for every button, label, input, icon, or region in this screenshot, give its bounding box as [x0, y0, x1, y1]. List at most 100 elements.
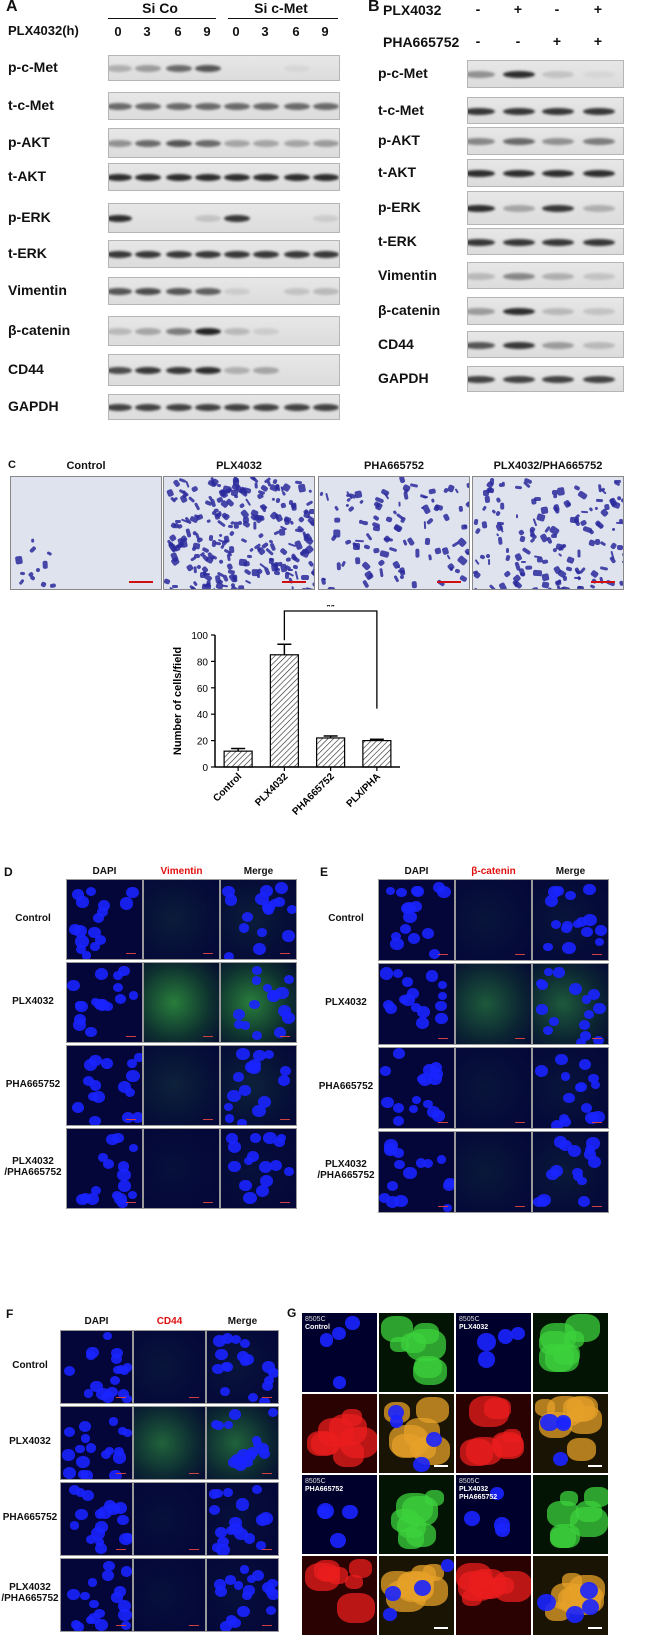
cell-dot — [19, 578, 25, 585]
cell-dot — [347, 506, 355, 513]
cell-dot — [621, 552, 624, 558]
cell-dot — [29, 546, 36, 553]
blot-band — [467, 170, 495, 177]
cell-dot — [588, 507, 593, 512]
nucleus — [70, 1521, 79, 1529]
scale-bar — [437, 581, 461, 583]
time-tick: 0 — [228, 24, 244, 39]
scale-bar — [189, 1625, 199, 1627]
nucleus — [393, 1048, 405, 1059]
blot-band — [542, 376, 574, 383]
treatment-sign: - — [471, 1, 485, 17]
nucleus — [113, 983, 123, 992]
bar-control — [224, 751, 252, 767]
nucleus — [74, 1014, 86, 1025]
blot-b-gapdh — [467, 366, 624, 392]
nucleus — [75, 1445, 85, 1454]
group-si-cmet: Si c-Met — [226, 0, 336, 16]
blot-band — [253, 404, 279, 411]
nucleus — [264, 1376, 274, 1385]
blot-label-gapdh: GAPDH — [378, 370, 429, 386]
blot-a-catenin — [108, 316, 340, 346]
nucleus — [345, 1316, 359, 1330]
blot-band — [503, 138, 535, 145]
fluor-tile-dapi — [378, 1131, 455, 1213]
cell-dot — [410, 483, 419, 488]
nucleus — [132, 1112, 143, 1123]
migration-title-plx4032-pha665752: PLX4032/PHA665752 — [472, 460, 624, 472]
nucleus — [234, 1459, 248, 1471]
fluor-tile-dapi — [378, 963, 455, 1045]
nucleus — [565, 891, 576, 900]
blot-b-vimentin — [467, 262, 624, 289]
cell-dot — [172, 585, 178, 588]
scale-bar — [438, 1122, 448, 1124]
cell-dot — [423, 521, 425, 529]
blot-band — [135, 404, 161, 411]
cell-dot — [452, 542, 459, 548]
cell-dot — [354, 540, 363, 543]
green-signal — [134, 1559, 205, 1631]
nucleus — [259, 1161, 272, 1173]
cell-dot — [465, 552, 470, 557]
cell-dot — [238, 559, 247, 567]
panel-f-label: F — [6, 1307, 13, 1321]
nucleus — [237, 1119, 246, 1126]
cell-dot — [600, 541, 606, 546]
cell-dot — [581, 510, 588, 513]
cell-dot — [516, 514, 518, 518]
nucleus — [595, 925, 607, 936]
cell-dot — [497, 522, 504, 525]
green-signal — [144, 880, 219, 959]
cell-dot — [474, 559, 479, 565]
nucleus — [400, 924, 411, 934]
cell-body — [337, 1593, 375, 1623]
blot-a-t-akt — [108, 163, 340, 191]
nucleus — [211, 1420, 221, 1429]
cell-dot — [228, 525, 234, 528]
cell-dot — [362, 521, 368, 526]
nucleus — [89, 1600, 99, 1609]
scale-bar — [189, 1473, 199, 1475]
scale-bar — [116, 1397, 126, 1399]
fluor-tile-catenin — [455, 963, 532, 1045]
nucleus — [239, 1180, 252, 1192]
nucleus — [110, 1376, 121, 1386]
cell-dot — [403, 491, 408, 500]
row-label-pha665752: PHA665752 — [0, 1512, 60, 1523]
blot-band — [467, 376, 495, 383]
treatment-sign: + — [550, 33, 564, 49]
cell-body — [567, 1438, 596, 1461]
cell-dot — [167, 489, 175, 497]
cell-dot — [372, 515, 379, 522]
blot-band — [542, 342, 574, 349]
nucleus — [568, 1145, 581, 1157]
nucleus — [118, 966, 129, 976]
nucleus — [417, 1006, 430, 1018]
g-tile-red — [455, 1555, 532, 1636]
condition-label: PLX4032 PHA665752 — [459, 1486, 497, 1502]
time-tick: 0 — [110, 24, 126, 39]
cell-dot — [596, 498, 603, 501]
blot-b-p-erk — [467, 191, 624, 225]
blot-b-t-c-met — [467, 97, 624, 124]
cell-dot — [378, 559, 386, 567]
cell-dot — [193, 543, 201, 550]
cell-dot — [15, 555, 23, 564]
cell-dot — [454, 569, 460, 574]
col-header-catenin: β-catenin — [455, 866, 532, 877]
cell-dot — [311, 569, 315, 576]
nucleus — [536, 1004, 547, 1014]
cell-dot — [206, 519, 211, 523]
scale-bar — [203, 1202, 213, 1204]
blot-band — [135, 103, 161, 110]
cell-dot — [243, 520, 252, 528]
green-signal — [456, 880, 531, 960]
scale-bar — [203, 1119, 213, 1121]
nucleus — [561, 1072, 571, 1081]
cell-line-label: 8505C — [305, 1478, 326, 1485]
nucleus — [393, 1103, 404, 1113]
cell-dot — [320, 577, 326, 584]
nucleus — [407, 988, 419, 999]
blot-band — [503, 205, 535, 212]
